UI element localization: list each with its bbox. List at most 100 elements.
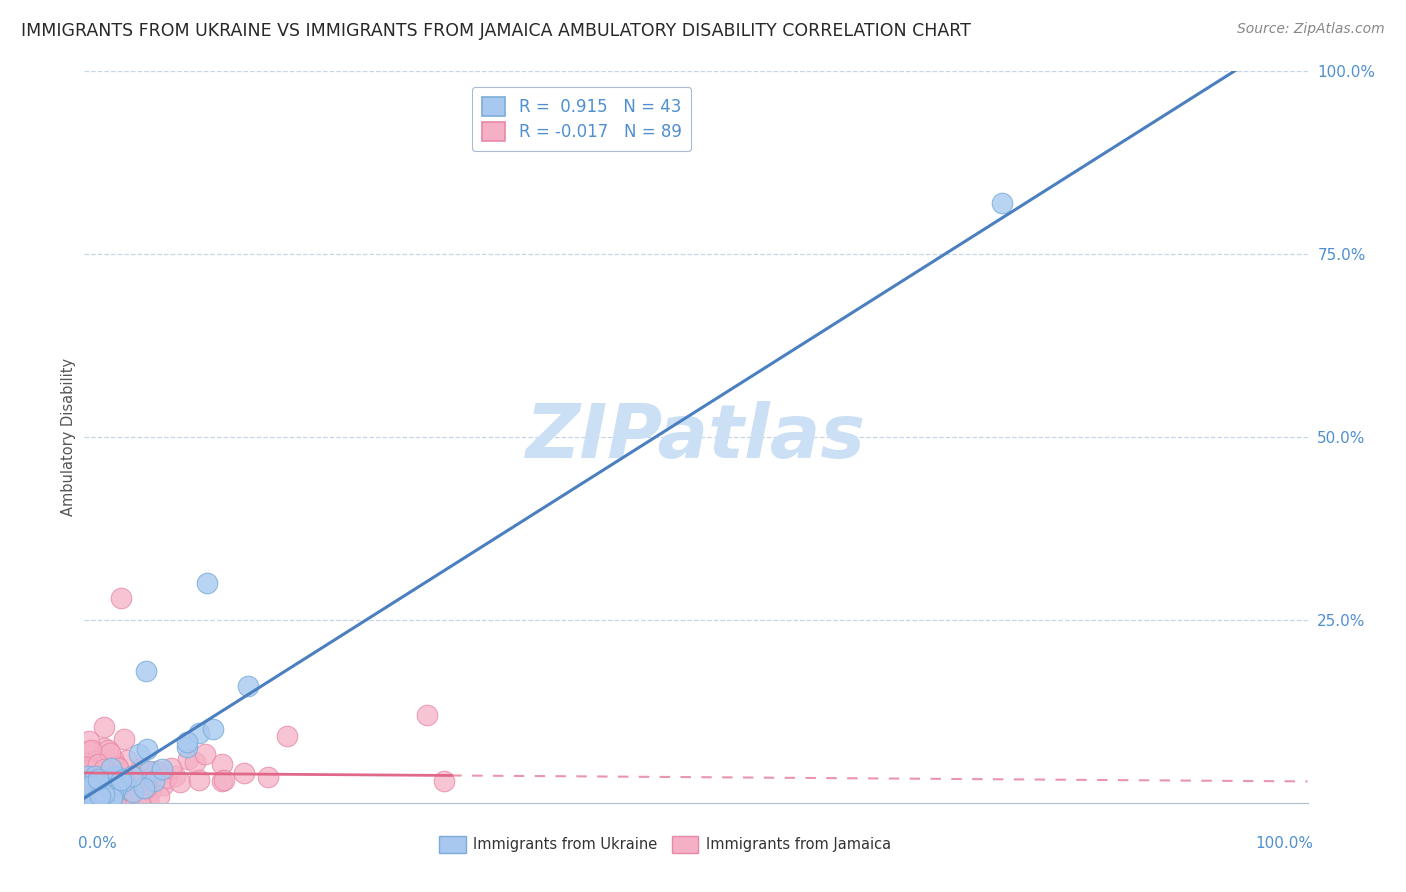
Point [188, 726, 211, 740]
Point [87, 772, 110, 786]
Point [103, 786, 125, 800]
Point [115, 753, 138, 767]
Point [127, 776, 149, 790]
Point [201, 723, 224, 737]
Point [98, 794, 121, 808]
Point [105, 780, 128, 795]
Point [86, 785, 108, 799]
Point [120, 783, 142, 797]
Point [212, 772, 235, 787]
Point [129, 796, 152, 810]
Point [87, 774, 110, 789]
Point [107, 777, 129, 791]
Point [257, 770, 280, 784]
Text: 100.0%: 100.0% [1256, 836, 1313, 851]
Point [93, 796, 115, 810]
Point [103, 769, 125, 783]
Point [107, 780, 129, 794]
Point [176, 735, 198, 749]
Point [195, 576, 218, 591]
Point [416, 708, 439, 723]
FancyBboxPatch shape [672, 837, 699, 853]
Point [89, 789, 111, 804]
Point [194, 747, 217, 762]
Point [108, 764, 131, 779]
Point [111, 796, 134, 810]
Point [143, 773, 166, 788]
Point [75, 756, 97, 770]
Point [236, 679, 259, 693]
Point [103, 777, 125, 791]
Point [117, 780, 139, 795]
Point [83, 767, 105, 781]
Text: 0.0%: 0.0% [79, 836, 117, 851]
Point [77, 743, 100, 757]
Point [148, 789, 170, 804]
Point [93, 771, 115, 785]
Point [128, 747, 150, 761]
Point [76, 796, 98, 810]
FancyBboxPatch shape [439, 837, 465, 853]
Point [155, 771, 177, 785]
Text: Immigrants from Ukraine: Immigrants from Ukraine [474, 837, 658, 852]
Text: Immigrants from Jamaica: Immigrants from Jamaica [706, 837, 891, 852]
Point [103, 789, 125, 803]
Point [110, 772, 132, 787]
Point [145, 764, 167, 779]
Point [87, 784, 110, 798]
Text: ZIPatlas: ZIPatlas [526, 401, 866, 474]
Point [97, 743, 120, 757]
Point [76, 758, 98, 772]
Point [76, 769, 98, 783]
Point [134, 772, 156, 787]
Point [136, 742, 159, 756]
Point [211, 757, 233, 772]
Point [93, 796, 115, 810]
Point [84, 796, 107, 810]
Point [114, 774, 136, 789]
Point [150, 762, 173, 776]
Point [107, 770, 129, 784]
Point [135, 781, 157, 796]
Point [124, 769, 146, 783]
Point [75, 760, 97, 774]
Point [98, 778, 121, 792]
Text: Source: ZipAtlas.com: Source: ZipAtlas.com [1237, 22, 1385, 37]
Point [83, 794, 105, 808]
Point [86, 764, 108, 779]
Point [87, 756, 110, 771]
Point [135, 664, 157, 678]
Point [136, 792, 159, 806]
Point [132, 781, 155, 796]
Point [93, 720, 115, 734]
Point [98, 770, 121, 784]
Point [98, 770, 121, 784]
Point [112, 732, 135, 747]
Point [80, 775, 103, 789]
Point [121, 768, 143, 782]
Point [94, 780, 117, 794]
Point [79, 779, 101, 793]
Point [76, 763, 98, 777]
Point [96, 779, 118, 793]
Point [104, 796, 127, 810]
Point [105, 782, 128, 797]
Point [84, 796, 107, 810]
Point [93, 788, 115, 802]
Point [86, 754, 108, 768]
Point [233, 766, 256, 780]
Point [112, 773, 135, 788]
Point [93, 741, 115, 756]
Point [76, 796, 98, 810]
Point [159, 761, 181, 775]
Point [80, 779, 103, 793]
Point [76, 777, 98, 791]
Point [188, 772, 211, 787]
Point [101, 790, 124, 805]
Y-axis label: Ambulatory Disability: Ambulatory Disability [60, 358, 76, 516]
Point [184, 755, 207, 769]
Point [101, 777, 124, 791]
Point [75, 766, 97, 780]
Point [98, 746, 121, 760]
Point [991, 196, 1014, 211]
